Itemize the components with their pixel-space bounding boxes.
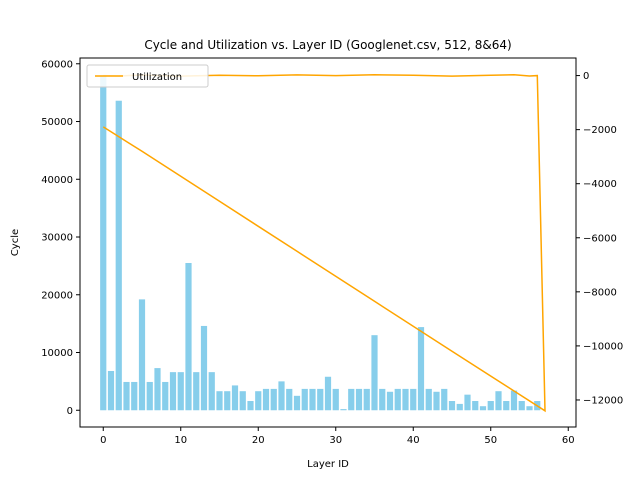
bar (301, 388, 308, 411)
bar (154, 368, 161, 411)
bar (262, 388, 270, 411)
y-tick-label: 30000 (41, 233, 73, 244)
x-tick-label: 0 (100, 435, 106, 446)
bar (100, 75, 107, 411)
bar (448, 401, 456, 411)
bar (255, 391, 262, 411)
x-tick-label: 50 (484, 435, 497, 446)
y-axis-left: 0 10000 20000 30000 40000 50000 60000 (41, 59, 80, 417)
bar (433, 391, 440, 411)
bar (216, 391, 223, 411)
bar (107, 370, 115, 411)
y2-tick-label: −12000 (583, 395, 623, 406)
y2-tick-label: −4000 (583, 179, 617, 190)
y2-tick-label: 0 (583, 71, 589, 82)
bar (394, 388, 401, 411)
bar (317, 388, 324, 411)
bar (441, 388, 448, 411)
bar (410, 388, 417, 411)
y2-tick-label: −8000 (583, 287, 617, 298)
legend-box (86, 64, 209, 88)
bar (355, 388, 363, 411)
bar (286, 388, 293, 411)
y-tick-label: 10000 (41, 348, 73, 359)
bar (309, 388, 316, 411)
bar (270, 388, 277, 411)
bar (224, 391, 231, 411)
y-axis-right: −12000 −10000 −8000 −6000 −4000 −2000 0 (576, 71, 623, 406)
bar (487, 401, 494, 411)
bar (193, 372, 200, 411)
bar (503, 401, 510, 411)
y-tick-label: 50000 (41, 117, 73, 128)
bar (324, 376, 332, 411)
bar (510, 390, 518, 411)
bar (138, 299, 146, 411)
y2-tick-label: −6000 (583, 233, 617, 244)
bar (239, 391, 246, 411)
y-tick-label: 60000 (41, 59, 73, 70)
y2-tick-label: −10000 (583, 341, 623, 352)
x-axis: 0 10 20 30 40 50 60 (100, 427, 575, 446)
bar (332, 388, 339, 411)
x-tick-label: 10 (174, 435, 187, 446)
bar (247, 401, 254, 411)
bar (379, 388, 386, 411)
legend-label-utilization: Utilization (132, 72, 182, 83)
bar (495, 391, 502, 411)
bar (472, 401, 479, 411)
bar (162, 381, 169, 411)
bar (479, 406, 487, 411)
y-tick-label: 40000 (41, 175, 73, 186)
x-tick-label: 60 (562, 435, 575, 446)
plot-frame (79, 57, 577, 428)
y-axis-label: Cycle (10, 229, 21, 256)
bar (363, 388, 370, 411)
bar (231, 385, 239, 411)
bar (123, 381, 130, 411)
x-axis-label: Layer ID (307, 459, 349, 470)
bar (425, 388, 432, 411)
y2-tick-label: −2000 (583, 125, 617, 136)
bar (348, 388, 355, 411)
bar (371, 335, 378, 411)
bar (518, 401, 525, 411)
bar (131, 381, 138, 411)
bar (200, 325, 208, 411)
bar (456, 403, 463, 411)
bars-group (100, 75, 541, 411)
bar (146, 381, 153, 411)
bar (278, 381, 285, 411)
bar (185, 263, 192, 411)
x-tick-label: 30 (329, 435, 342, 446)
y-tick-label: 0 (67, 406, 73, 417)
bar (464, 394, 471, 411)
bar (293, 395, 301, 411)
legend: Utilization (86, 64, 209, 88)
bar (402, 388, 409, 411)
bar (417, 327, 425, 411)
bar (340, 409, 347, 411)
bar (208, 372, 215, 411)
y-tick-label: 20000 (41, 290, 73, 301)
bar (177, 372, 184, 411)
x-tick-label: 20 (252, 435, 265, 446)
bar (386, 391, 394, 411)
bar (169, 372, 177, 411)
bar (115, 100, 122, 411)
x-tick-label: 40 (407, 435, 420, 446)
bar (526, 406, 533, 411)
chart-title: Cycle and Utilization vs. Layer ID (Goog… (144, 38, 511, 52)
